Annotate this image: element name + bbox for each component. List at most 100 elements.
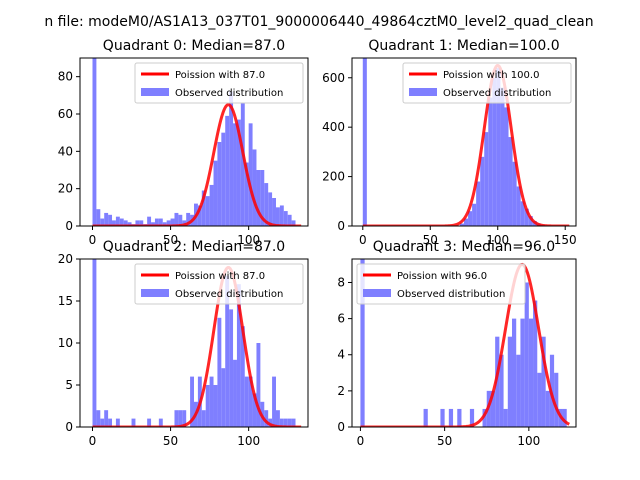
y-tick-label: 80 [58,70,73,84]
legend: Poission with 100.0 Observed distribution [402,62,572,104]
poisson-curve [362,63,570,226]
histogram-bar [480,156,485,226]
histogram-bar [360,259,365,427]
histogram-bar [484,132,489,226]
histogram-bar [92,259,97,427]
histogram-bar [448,408,454,427]
plot-area [92,58,302,226]
histogram-bar [92,58,97,226]
y-tick-label: 2 [337,384,345,398]
histogram-bar [272,198,276,226]
histogram-bar [112,220,116,226]
histogram-bar [96,410,101,427]
histogram-bar [123,220,128,226]
histogram-bar [440,408,445,427]
histogram-bar [205,196,210,226]
legend-label-observed: Observed distribution [443,88,551,99]
axes-frame [351,57,577,227]
legend-bar-swatch [141,88,169,96]
histogram-bar [244,376,249,427]
histogram-bar [362,58,367,226]
legend-label-poisson: Poission with 100.0 [443,70,539,81]
histogram-bar [174,212,179,226]
plot-area [92,259,302,427]
histogram-bar [516,186,521,226]
histogram-bar [275,410,280,427]
histogram-bar [468,211,473,226]
x-tick-label: 0 [359,233,367,247]
histogram-bar [104,212,109,226]
legend-label-observed: Observed distribution [175,289,283,300]
histogram-bar [147,216,152,226]
histogram-bar [115,216,120,226]
histogram-bar [127,222,132,226]
histogram-bar [275,207,280,226]
histogram-bar [472,203,477,226]
histogram-bar [541,336,546,427]
histogram-bar [115,418,120,427]
histogram-bar [503,408,508,427]
histogram-bar [495,336,500,427]
poisson-curve [92,265,302,427]
histogram-bar [225,275,230,427]
histogram-bar [236,284,241,427]
y-tick-label: 400 [322,120,345,134]
y-tick-label: 15 [58,294,73,308]
histogram-bar [229,91,234,226]
legend-bar-swatch [141,289,169,297]
histogram-bar [217,317,222,427]
y-tick-label: 20 [58,182,73,196]
panel-quadrant-2: 0 50 100 0 5 10 15 20 Quadrant 2: Median=87.0 Poi… [58,239,309,448]
legend: Poission with 96.0 Observed distribution [356,263,526,305]
histogram-bar [528,216,533,226]
histogram-bar [225,115,230,226]
histogram-bar [244,162,249,226]
histogram-bar [488,97,493,226]
histogram-bar [158,418,163,427]
x-tick-label: 100 [237,233,260,247]
legend-box [402,62,572,104]
legend: Poission with 87.0 Observed distribution [134,263,304,305]
panel-quadrant-1: 0 50 100 150 0 200 400 600 Quadrant 1: Median=10… [322,38,577,247]
histogram-bar [268,192,273,226]
histogram-bar [217,142,222,226]
histogram-bar [186,212,191,226]
x-tick-label: 100 [486,233,509,247]
histogram-bar [291,418,296,427]
histogram-bar [464,218,469,226]
poisson-curve [92,103,302,226]
histogram-bar [492,77,497,226]
histogram-bar [147,418,152,427]
histogram-bar [500,87,505,226]
histogram-bar [248,376,253,427]
x-tick-label: 0 [89,233,97,247]
histogram-bar [504,107,509,226]
histogram-bar [260,170,265,226]
histogram-bar [469,408,475,427]
histogram-bar [554,372,559,427]
legend-bar-swatch [363,289,391,297]
histogram-bar [197,205,202,226]
x-tick-label: 150 [554,233,577,247]
legend-box [134,263,304,305]
histogram-bar [520,201,525,226]
histogram-bar [162,222,167,226]
histogram-bar [279,205,284,226]
legend-label-poisson: Poission with 87.0 [175,271,265,282]
y-tick-label: 40 [58,144,73,158]
histogram-bar [528,318,534,427]
panel-title: Quadrant 3: Median=96.0 [373,239,555,255]
histogram-bar [236,119,241,226]
y-tick-label: 8 [337,275,345,289]
histogram-bar [135,220,140,226]
x-tick-label: 100 [517,434,540,448]
legend-box [134,62,304,104]
histogram-bar [252,149,257,226]
histogram-bar [100,218,105,226]
x-tick-label: 0 [357,434,365,448]
axes-frame [351,258,577,428]
x-tick-label: 100 [237,434,260,448]
histogram-bar [201,190,206,226]
y-tick-label: 4 [337,348,345,362]
